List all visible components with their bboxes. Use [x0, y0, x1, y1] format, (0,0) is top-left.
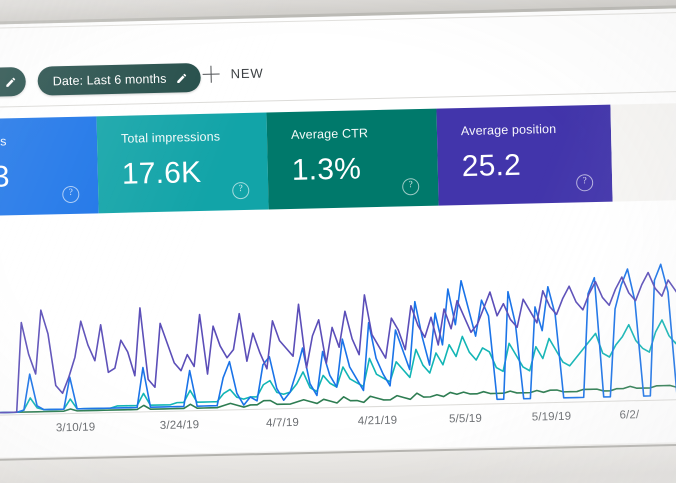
metric-cards-trailing-space	[610, 102, 676, 202]
help-circle-icon[interactable]: ?	[232, 181, 250, 200]
performance-chart: /24/193/10/193/24/194/7/194/21/195/5/195…	[0, 201, 676, 458]
metric-card-label: Total impressions	[120, 129, 221, 146]
new-filter-button-label: NEW	[230, 65, 264, 82]
chart-x-tick-label: 3/10/19	[55, 421, 96, 435]
chart-x-tick-label: 3/24/19	[159, 419, 200, 432]
date-range-filter-label: Date: Last 6 months	[52, 71, 167, 88]
pencil-icon	[5, 76, 17, 88]
new-filter-button[interactable]: NEW	[202, 65, 263, 83]
metric-cards-row: clicks 23 ? Total impressions 17.6K ? Av…	[0, 104, 613, 217]
pencil-icon	[175, 72, 187, 84]
chart-x-tick-label: 5/19/19	[531, 410, 572, 424]
performance-chart-plot[interactable]	[0, 201, 676, 418]
help-circle-icon[interactable]: ?	[575, 174, 594, 192]
date-range-filter-chip[interactable]: Date: Last 6 months	[37, 62, 201, 96]
chart-series-line	[0, 307, 676, 415]
metric-card-label: Average position	[460, 121, 557, 139]
metric-card-total-impressions[interactable]: Total impressions 17.6K ?	[96, 112, 269, 214]
metric-card-total-clicks[interactable]: clicks 23 ?	[0, 116, 99, 217]
chart-x-tick-label: 6/2/	[619, 409, 640, 422]
metric-card-average-ctr[interactable]: Average CTR 1.3% ?	[266, 108, 439, 210]
chart-x-tick-label: 4/7/19	[265, 416, 300, 430]
monitor-screen-content: Date: Last 6 months NEW clicks 23 ?	[0, 0, 676, 458]
metric-card-average-position[interactable]: Average position 25.2 ?	[436, 104, 613, 206]
metric-card-label: Average CTR	[290, 126, 369, 142]
metric-card-label: clicks	[0, 134, 7, 150]
filter-chip-truncated[interactable]	[0, 66, 27, 98]
metric-card-value: 23	[0, 159, 11, 194]
plus-icon	[202, 66, 219, 83]
help-circle-icon[interactable]: ?	[62, 185, 80, 204]
chart-x-tick-label: 5/5/19	[448, 412, 483, 426]
chart-x-tick-label: 4/21/19	[357, 414, 398, 428]
help-circle-icon[interactable]: ?	[402, 178, 420, 196]
